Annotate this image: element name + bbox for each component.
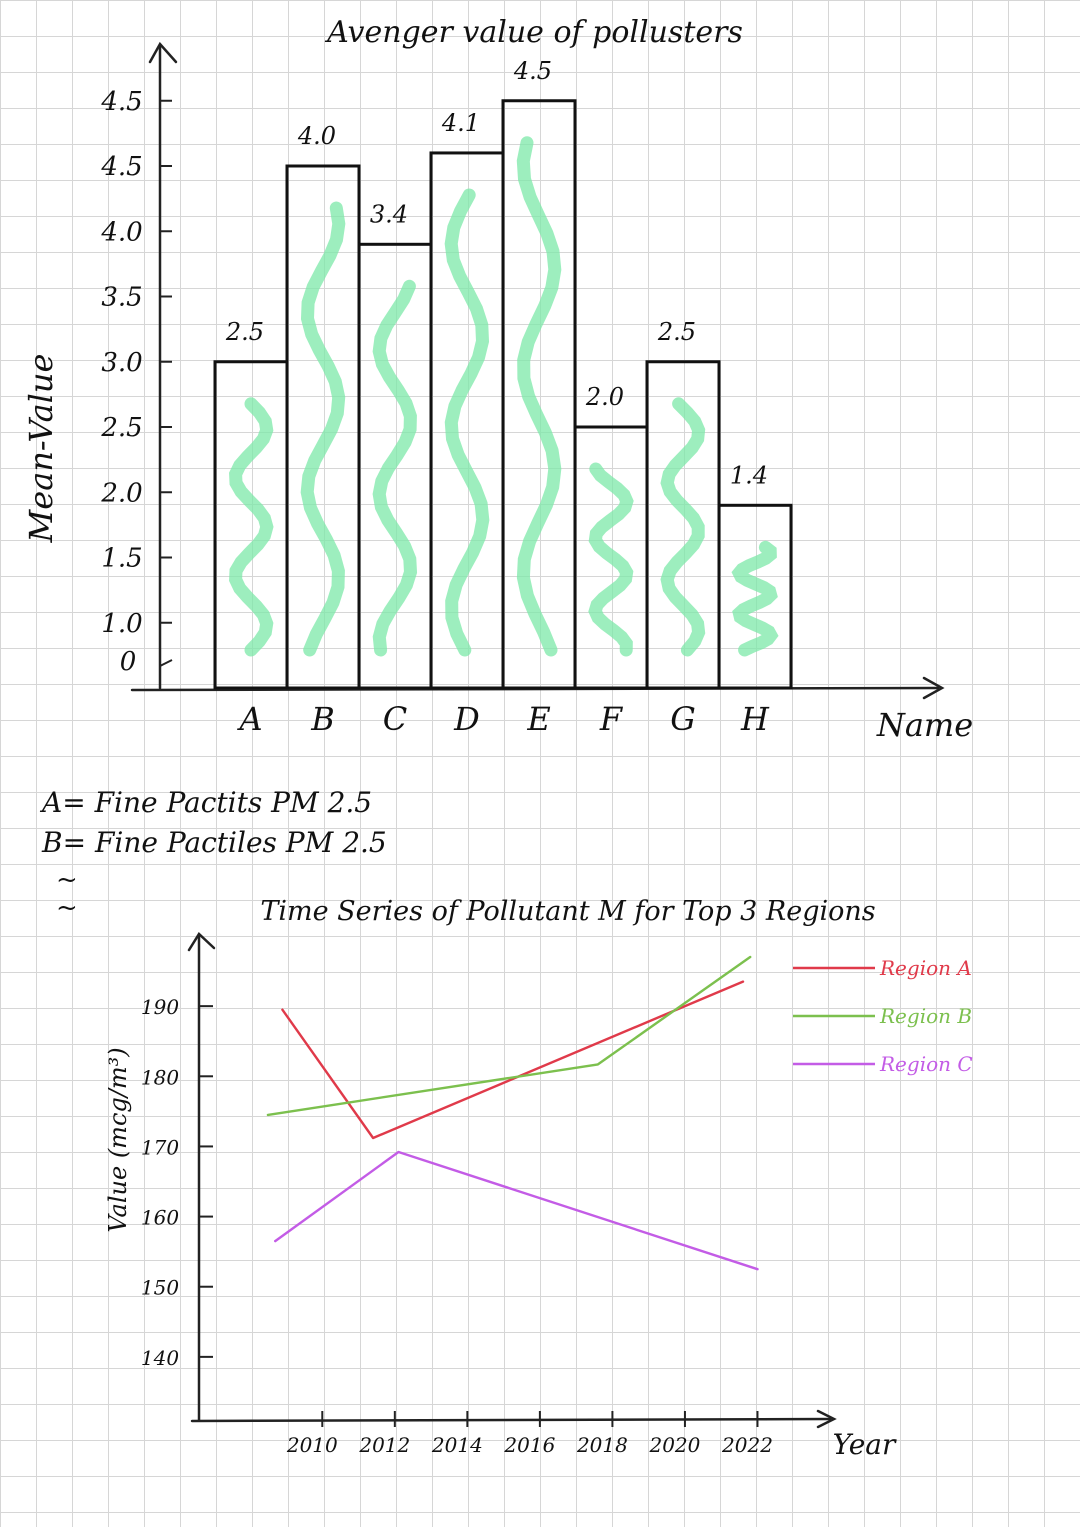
- bar-data-label: 4.5: [513, 57, 552, 85]
- bar-y-tick-label: 4.5: [100, 152, 142, 182]
- bar-category-label: G: [670, 700, 696, 738]
- note-line: B= Fine Pactiles PM 2.5: [41, 826, 387, 859]
- bar-data-label: 2.5: [225, 318, 264, 346]
- line-y-tick-label: 180: [141, 1065, 179, 1089]
- line-y-axis-label: Value (mcg/m³): [104, 1047, 132, 1232]
- legend-label: Region A: [879, 956, 972, 980]
- bar-data-label: 3.4: [370, 200, 408, 228]
- bar-y-tick-label: 3.5: [101, 283, 142, 313]
- bar-fill-squiggles: [229, 136, 779, 657]
- bar-category-label: C: [383, 700, 407, 738]
- bar-category-label: H: [740, 700, 770, 738]
- bar-y-tick-label: 2.5: [100, 413, 142, 443]
- line-y-tick-label: 190: [141, 995, 179, 1019]
- bar-fill-squiggle: [372, 279, 418, 657]
- bar-data-label: 4.1: [441, 109, 480, 137]
- line-y-tick-label: 140: [141, 1346, 179, 1370]
- notes-block: A= Fine Pactits PM 2.5 B= Fine Pactiles …: [39, 786, 387, 923]
- bar-fill-squiggle: [731, 540, 779, 657]
- bar-category-label: E: [526, 700, 550, 738]
- line-x-axis-label: Year: [833, 1428, 897, 1461]
- bar-chart: Avenger value of pollusters Mean-Value N…: [22, 15, 973, 744]
- bar-fill-squiggle: [229, 397, 274, 657]
- bar-y-tick-label: 1.5: [101, 544, 142, 574]
- line-series-1: [281, 980, 745, 1140]
- bar-data-label: 2.5: [657, 318, 696, 346]
- bar-y-tick-label: 2.0: [100, 478, 142, 508]
- line-x-tick-label: 2018: [576, 1433, 628, 1457]
- line-x-tick-label: 2012: [358, 1433, 410, 1457]
- bar-y-tick-label: 1.0: [101, 609, 142, 639]
- line-x-tick-label: 2022: [721, 1433, 773, 1457]
- line-series-2: [266, 955, 752, 1117]
- bar-data-labels: 2.5 4.0 3.4 4.1 4.5 2.0 2.5 1.4: [225, 57, 768, 490]
- bar-fill-squiggle: [588, 462, 634, 657]
- bar-y-tick-label: 4.0: [100, 217, 142, 247]
- line-y-axis-arrow: [187, 932, 216, 952]
- bar: [429, 151, 505, 690]
- line-y-tick-label: 160: [141, 1206, 179, 1230]
- line-x-ticks: 2010 2012 2014 2016 2018 2020 2022: [286, 1411, 773, 1457]
- line-series: [266, 955, 759, 1271]
- bar-x-axis-label: Name: [876, 706, 973, 744]
- bar-fill-squiggle: [300, 201, 346, 657]
- bar: [717, 503, 793, 690]
- bar-category-label: D: [453, 700, 480, 738]
- bar-y-tick-label: 0: [120, 647, 137, 677]
- line-chart: Time Series of Pollutant M for Top 3 Reg…: [104, 896, 973, 1461]
- note-line: A= Fine Pactits PM 2.5: [39, 786, 372, 819]
- bar-y-axis-label: Mean-Value: [22, 354, 60, 544]
- bar-y-tick: [159, 659, 173, 667]
- line-x-tick-label: 2010: [286, 1433, 338, 1457]
- bar-fill-squiggle: [444, 188, 490, 657]
- line-x-tick-label: 2014: [431, 1433, 483, 1457]
- bar-category-labels: A B C D E F G H: [236, 700, 770, 738]
- bar: [501, 99, 577, 690]
- bar-category-label: F: [599, 700, 624, 738]
- bar-data-label: 1.4: [730, 461, 768, 489]
- bar-fill-squiggle: [516, 136, 562, 657]
- legend-label: Region C: [879, 1052, 973, 1076]
- bar-y-ticks: 1.0 1.5 2.0 2.5 3.0 3.5 4.0 4.5 4.5 0: [100, 87, 173, 677]
- line-series-3: [274, 1150, 759, 1271]
- bar-x-axis-arrow: [922, 676, 945, 700]
- line-x-axis-arrow: [816, 1409, 837, 1429]
- line-y-ticks: 140 150 160 170 180 190: [141, 995, 213, 1370]
- line-x-tick-label: 2016: [503, 1433, 555, 1457]
- note-line: ~: [56, 893, 78, 923]
- bar-y-tick-label: 4.5: [100, 87, 142, 117]
- line-x-tick-label: 2020: [648, 1433, 700, 1457]
- bar-data-label: 4.0: [297, 122, 336, 150]
- bar-data-label: 2.0: [585, 383, 624, 411]
- line-y-tick-label: 150: [141, 1276, 179, 1300]
- line-x-axis: [190, 1417, 832, 1423]
- bar-rects: [213, 99, 793, 690]
- note-line: ~: [56, 865, 78, 895]
- line-legend: Region A Region B Region C: [793, 956, 973, 1076]
- bar-y-axis-arrow: [148, 41, 178, 64]
- line-chart-title: Time Series of Pollutant M for Top 3 Reg…: [260, 896, 875, 927]
- bar-y-tick-label: 3.0: [101, 348, 142, 378]
- bar-chart-title: Avenger value of pollusters: [324, 15, 743, 50]
- legend-label: Region B: [879, 1004, 972, 1028]
- line-y-tick-label: 170: [141, 1135, 179, 1159]
- bar-fill-squiggle: [660, 397, 706, 657]
- bar-category-label: A: [236, 700, 262, 738]
- bar-category-label: B: [310, 700, 335, 738]
